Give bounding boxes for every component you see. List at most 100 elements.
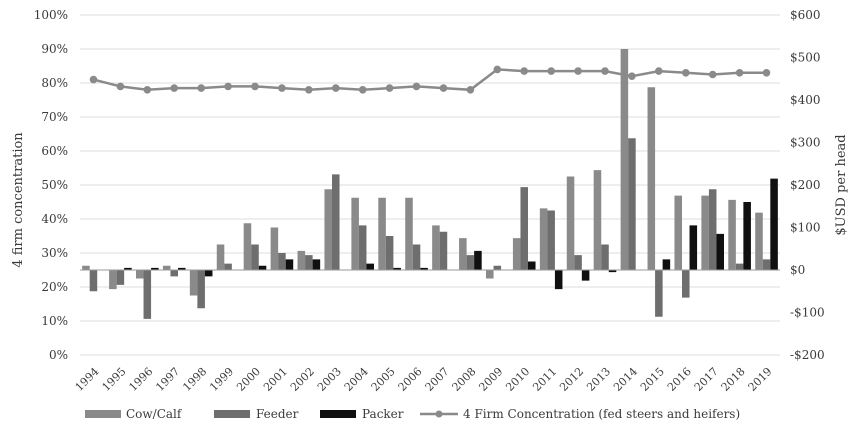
left-tick-label: 50% <box>41 178 68 192</box>
bar-cow-calf-2014 <box>620 49 629 270</box>
x-tick-label: 1998 <box>180 365 209 394</box>
bar-feeder-1994 <box>89 270 98 292</box>
bar-cow-calf-1997 <box>162 265 171 270</box>
bar-packer-2005 <box>393 267 401 271</box>
legend-swatch-cow-calf <box>85 410 121 418</box>
right-tick-label: $300 <box>790 136 821 150</box>
bar-cow-calf-2008 <box>459 238 467 271</box>
bar-packer-2001 <box>285 259 294 271</box>
concentration-line <box>93 68 767 92</box>
x-tick-label: 2002 <box>288 365 317 394</box>
concentration-point-2005 <box>385 84 394 92</box>
bar-feeder-2015 <box>655 270 663 317</box>
bar-cow-calf-2009 <box>486 270 494 279</box>
left-tick-label: 20% <box>41 280 68 294</box>
x-tick-label: 2019 <box>746 365 775 394</box>
bar-cow-calf-2001 <box>270 227 279 270</box>
legend-label-concentration: 4 Firm Concentration (fed steers and hei… <box>463 407 740 421</box>
concentration-point-2009 <box>493 65 502 74</box>
bar-feeder-2007 <box>439 231 448 270</box>
right-tick-label: $400 <box>790 93 821 107</box>
right-tick-label: -$100 <box>790 306 825 320</box>
x-tick-label: 2003 <box>315 365 344 394</box>
bar-feeder-2019 <box>762 259 771 271</box>
bar-cow-calf-2018 <box>728 199 736 271</box>
x-tick-label: 2011 <box>530 365 559 394</box>
bar-packer-2018 <box>743 202 751 270</box>
concentration-point-2019 <box>762 69 771 77</box>
concentration-point-2004 <box>358 86 367 94</box>
bar-packer-1996 <box>151 267 159 271</box>
bar-feeder-2013 <box>601 244 609 270</box>
bar-feeder-1998 <box>197 270 205 309</box>
concentration-point-2002 <box>305 86 313 94</box>
concentration-point-2003 <box>332 84 340 92</box>
bar-feeder-2009 <box>493 265 502 270</box>
bar-cow-calf-2003 <box>324 189 332 270</box>
bar-packer-2004 <box>366 263 374 271</box>
bar-feeder-2005 <box>385 236 394 270</box>
bar-feeder-2001 <box>278 253 286 270</box>
line-series <box>89 65 771 94</box>
x-tick-label: 2004 <box>342 365 371 394</box>
bar-cow-calf-2004 <box>351 197 359 270</box>
concentration-point-2001 <box>278 84 286 92</box>
x-tick-label: 2017 <box>692 365 721 394</box>
bar-feeder-2018 <box>735 263 744 271</box>
bar-cow-calf-1999 <box>216 244 225 270</box>
legend-label-cow-calf: Cow/Calf <box>126 407 183 421</box>
x-tick-label: 2010 <box>503 365 532 394</box>
bar-cow-calf-2017 <box>701 195 709 271</box>
concentration-point-2016 <box>682 69 690 77</box>
right-axis-ticks: -$200 -$100 $0 $100 $200 $300 $400 $500 $600 <box>790 8 825 362</box>
legend: Cow/Calf Feeder Packer 4 Firm Concentrat… <box>85 407 740 421</box>
concentration-point-2008 <box>466 86 475 94</box>
bar-feeder-2011 <box>547 210 555 270</box>
bar-cow-calf-2005 <box>378 197 386 270</box>
bar-feeder-2010 <box>520 187 528 271</box>
bar-cow-calf-2002 <box>297 250 306 271</box>
concentration-point-1998 <box>197 84 205 92</box>
legend-swatch-packer <box>320 410 356 418</box>
x-tick-label: 2013 <box>584 365 613 394</box>
x-tick-label: 2016 <box>665 365 694 394</box>
x-tick-label: 2001 <box>261 365 290 394</box>
legend-label-packer: Packer <box>362 407 404 421</box>
left-axis-label: 4 firm concentration <box>11 132 26 268</box>
bar-packer-1997 <box>178 267 186 271</box>
right-tick-label: $100 <box>790 221 821 235</box>
bar-feeder-2000 <box>251 244 259 270</box>
concentration-point-2013 <box>601 67 609 75</box>
bar-packer-2010 <box>528 261 536 270</box>
x-tick-label: 2000 <box>234 365 263 394</box>
x-tick-label: 1994 <box>73 365 102 394</box>
x-tick-label: 2015 <box>638 365 667 394</box>
bar-packer-2006 <box>420 267 428 271</box>
x-tick-label: 1996 <box>126 365 155 394</box>
concentration-point-2000 <box>251 82 259 91</box>
left-tick-label: 90% <box>41 42 68 56</box>
bar-feeder-2004 <box>358 225 367 271</box>
right-tick-label: $0 <box>790 263 805 277</box>
bar-packer-2019 <box>770 178 778 270</box>
bar-marks <box>82 49 778 319</box>
left-axis-ticks: 0% 10% 20% 30% 40% 50% 60% 70% 80% 90% 100% <box>34 8 68 362</box>
left-tick-label: 30% <box>41 246 68 260</box>
bar-cow-calf-2006 <box>405 197 413 270</box>
x-tick-label: 2007 <box>423 365 452 394</box>
x-tick-label: 2006 <box>396 365 425 394</box>
bar-feeder-2012 <box>574 255 582 271</box>
concentration-point-2018 <box>735 69 744 77</box>
concentration-point-1995 <box>116 82 125 91</box>
bar-cow-calf-1994 <box>82 265 90 270</box>
left-tick-label: 10% <box>41 314 68 328</box>
bar-packer-2002 <box>312 259 321 271</box>
concentration-point-2017 <box>708 70 717 79</box>
bar-feeder-2008 <box>466 255 475 271</box>
right-tick-label: $600 <box>790 8 821 22</box>
concentration-point-2006 <box>412 82 421 91</box>
bar-cow-calf-2011 <box>539 208 548 271</box>
concentration-point-2011 <box>547 67 555 75</box>
x-tick-label: 2008 <box>450 365 479 394</box>
